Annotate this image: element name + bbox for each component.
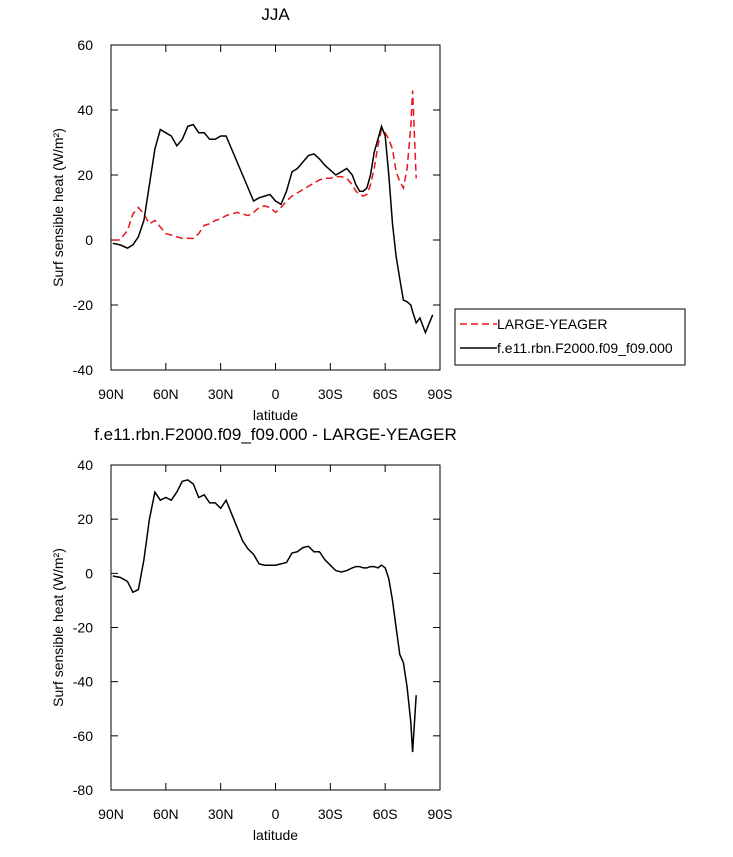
x-tick-label: 90N [98,806,124,822]
y-tick-label: -20 [73,297,93,313]
x-tick-label: 30N [208,806,234,822]
y-tick-label: -80 [73,782,93,798]
x-axis-label: latitude [253,407,298,423]
y-tick-label: 40 [77,457,93,473]
x-tick-label: 30S [318,806,343,822]
y-tick-label: -20 [73,620,93,636]
x-tick-label: 60S [373,386,398,402]
chart-title: JJA [261,5,290,24]
legend-label: f.e11.rbn.F2000.f09_f09.000 [497,340,673,356]
x-tick-label: 90N [98,386,124,402]
x-tick-label: 60N [153,386,179,402]
y-tick-label: 60 [77,37,93,53]
data-line [112,479,417,753]
legend-label: LARGE-YEAGER [497,316,607,332]
legend-box [454,308,686,366]
plot-frame [110,464,441,791]
y-tick-label: 20 [77,167,93,183]
y-tick-label: 20 [77,511,93,527]
y-tick-label: -60 [73,728,93,744]
x-tick-label: 0 [272,806,280,822]
chart-title: f.e11.rbn.F2000.f09_f09.000 - LARGE-YEAG… [94,425,457,444]
x-axis-label: latitude [253,827,298,843]
y-tick-label: -40 [73,362,93,378]
y-axis-label: Surf sensible heat (W/m²) [50,548,66,707]
y-tick-label: 0 [85,565,93,581]
data-line [112,123,434,335]
x-tick-label: 60S [373,806,398,822]
data-line [112,90,417,241]
x-tick-label: 90S [428,386,453,402]
y-tick-label: -40 [73,674,93,690]
x-tick-label: 30N [208,386,234,402]
x-tick-label: 0 [272,386,280,402]
x-tick-label: 90S [428,806,453,822]
y-axis-label: Surf sensible heat (W/m²) [50,128,66,287]
x-tick-label: 60N [153,806,179,822]
y-tick-label: 0 [85,232,93,248]
y-tick-label: 40 [77,102,93,118]
x-tick-label: 30S [318,386,343,402]
